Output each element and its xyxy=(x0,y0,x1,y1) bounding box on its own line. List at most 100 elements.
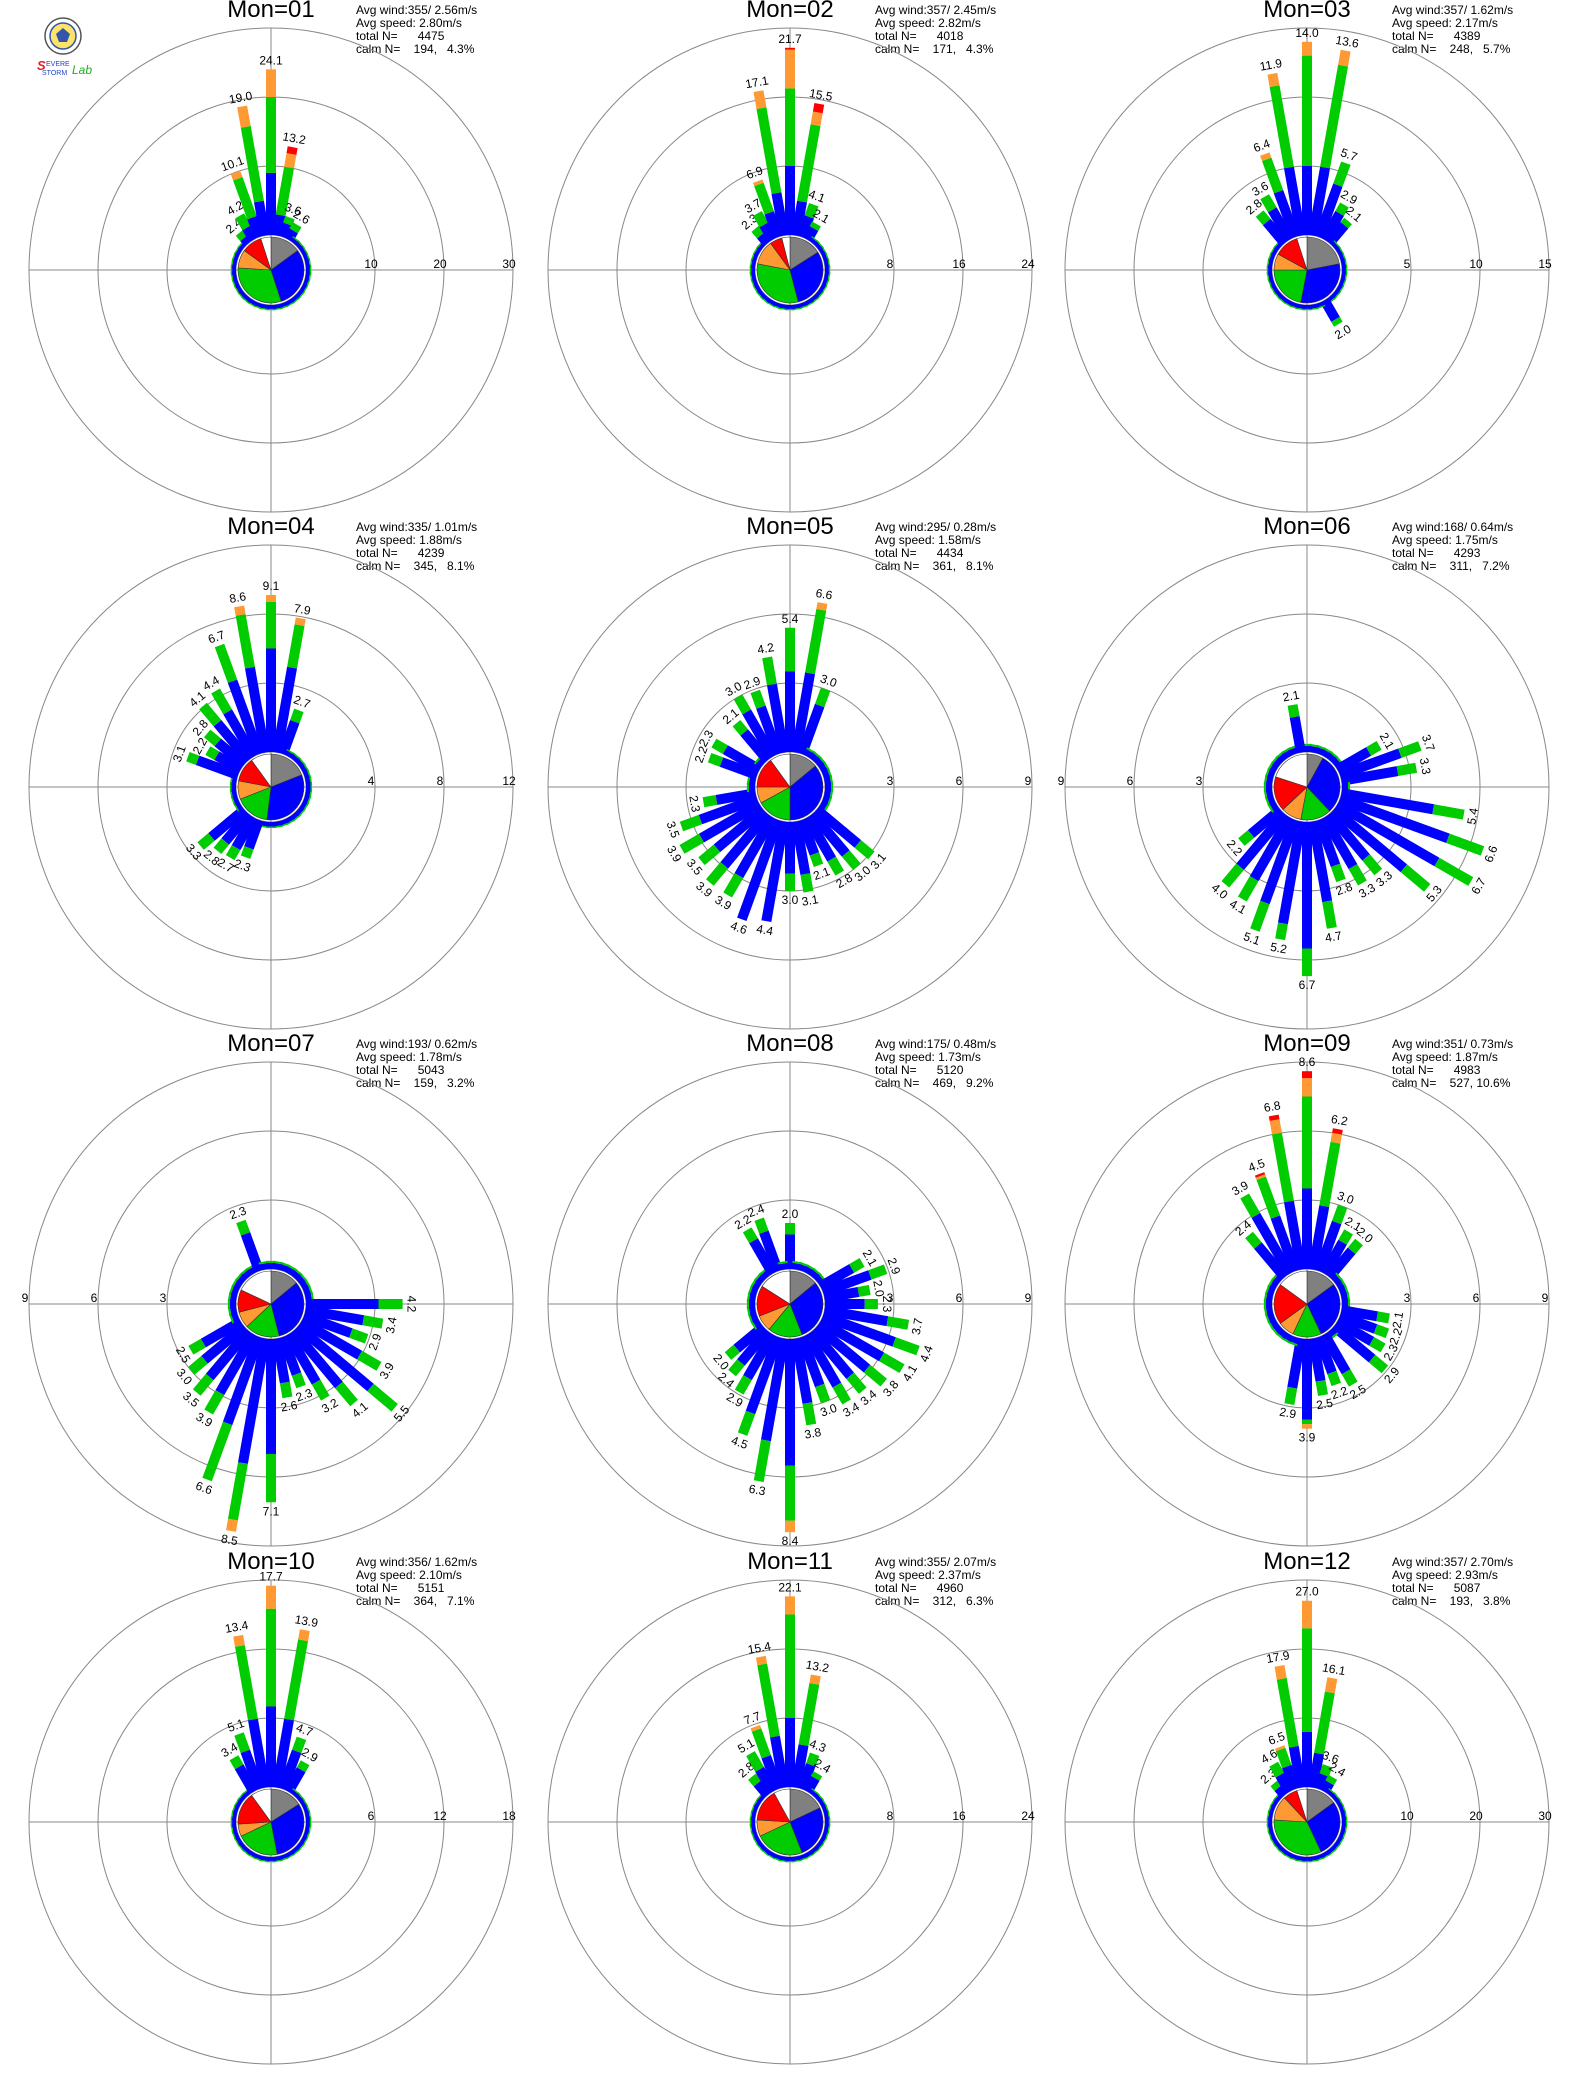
pie-slice-5 xyxy=(1296,1788,1308,1823)
bar-340-bin-3 xyxy=(230,170,243,181)
bar-80-bin-2 xyxy=(1396,762,1418,776)
bar-label-0: 2.0 xyxy=(782,1207,799,1221)
wind-rose-chart: 3 6 92.02.1 2.92.02.33.74.44.13.83.43.43.03… xyxy=(547,1061,1033,1548)
bar-70-bin-1 xyxy=(1338,748,1402,780)
wind-rose-panel: Mon=10 Avg wind:356/ 1.62m/s Avg speed: 2.… xyxy=(11,1548,531,2082)
stat-avg-wind: Avg wind:355/ 2.07m/s xyxy=(875,1555,997,1569)
bar-10-bin-3 xyxy=(1330,1132,1342,1144)
bar-350-bin-3 xyxy=(233,1634,245,1647)
bar-320-bin-2 xyxy=(1245,1231,1262,1249)
bar-label-350: 17.9 xyxy=(1265,1648,1291,1666)
bar-label-160: 2.3 xyxy=(294,1386,315,1405)
stat-avg-wind: Avg wind:351/ 0.73m/s xyxy=(1392,1037,1514,1051)
bar-160-bin-2 xyxy=(1327,1370,1341,1387)
ring-label: 20 xyxy=(433,257,447,271)
pie-slice-5 xyxy=(761,1270,791,1305)
pie-slice-2 xyxy=(1273,1819,1322,1856)
pie-slice-1 xyxy=(789,1807,824,1854)
bar-330-bin-2 xyxy=(1240,1193,1261,1218)
bar-label-0: 14.0 xyxy=(1295,26,1319,40)
bar-110-bin-2 xyxy=(1446,833,1485,856)
bar-350-bin-1 xyxy=(770,1735,789,1789)
wind-rose-panel: Mon=07 Avg wind:193/ 0.62m/s Avg speed: 1.… xyxy=(11,1030,531,1564)
panel-title: Mon=09 xyxy=(1263,1030,1351,1057)
bar-220-bin-1 xyxy=(1236,810,1289,870)
bar-350-bin-2 xyxy=(1272,1132,1294,1203)
bar-330-bin-2 xyxy=(733,694,751,715)
wind-stats: Avg wind:355/ 2.07m/s Avg speed: 2.37m/s t… xyxy=(875,1556,1045,1608)
stat-total-n: total N= 4475 xyxy=(356,29,445,43)
panel-title: Mon=02 xyxy=(746,0,834,23)
bar-label-100: 3.7 xyxy=(909,1317,926,1336)
bar-label-180: 8.4 xyxy=(782,1534,799,1548)
bar-340-bin-2 xyxy=(750,689,766,709)
bar-80-bin-1 xyxy=(823,1287,860,1303)
bar-0-bin-1 xyxy=(785,1234,795,1269)
bar-label-0: 17.7 xyxy=(259,1570,283,1584)
ring-3 xyxy=(547,1061,1033,1547)
pie-slice-1 xyxy=(789,251,824,303)
bar-200-bin-1 xyxy=(244,818,264,850)
bar-150-bin-2 xyxy=(832,1382,851,1405)
bar-180-bin-1 xyxy=(266,1339,276,1454)
bar-350-bin-2 xyxy=(240,125,264,203)
pie-slice-5 xyxy=(770,753,791,788)
panel-title: Mon=07 xyxy=(227,1030,315,1057)
ring-label: 16 xyxy=(952,1809,966,1823)
bar-210-bin-1 xyxy=(231,814,258,851)
bar-10-bin-4 xyxy=(1332,1128,1343,1135)
bar-20-bin-2 xyxy=(806,1752,820,1767)
bar-30-bin-2 xyxy=(1325,1774,1338,1786)
bar-350-bin-3 xyxy=(1269,1119,1282,1135)
bar-200-bin-2 xyxy=(240,846,254,859)
bar-190-bin-1 xyxy=(761,820,789,922)
bar-10-bin-2 xyxy=(797,124,821,203)
bar-120-bin-2 xyxy=(357,1350,382,1371)
panel-title: Mon=01 xyxy=(227,0,315,23)
pie-slice-0 xyxy=(270,753,303,788)
bar-320-bin-1 xyxy=(1254,1242,1289,1281)
pie-slice-1 xyxy=(1300,263,1341,304)
bar-150-bin-1 xyxy=(284,1331,321,1385)
ring-3 xyxy=(1064,27,1550,513)
stat-avg-speed: Avg speed: 1.73m/s xyxy=(875,1050,981,1064)
bar-0-bin-2 xyxy=(1302,1096,1312,1189)
bar-350-bin-2 xyxy=(1269,85,1294,169)
ring-label: 3 xyxy=(887,774,894,788)
bar-10-bin-3 xyxy=(816,602,828,611)
bar-340-bin-2 xyxy=(754,182,774,215)
bar-220-bin-2 xyxy=(213,838,229,854)
bar-230-bin-2 xyxy=(724,1344,740,1360)
bar-230-bin-2 xyxy=(698,844,721,866)
bar-350-bin-3 xyxy=(753,90,767,109)
wind-rose-panel: Mon=03 Avg wind:357/ 1.62m/s Avg speed: 2.… xyxy=(1047,0,1567,530)
bar-90-bin-2 xyxy=(378,1299,403,1309)
bar-70-bin-2 xyxy=(1398,741,1422,758)
bar-240-bin-2 xyxy=(679,833,704,854)
bar-330-bin-2 xyxy=(1269,1761,1285,1778)
bar-label-350: 13.4 xyxy=(224,1618,250,1636)
ring-label: 6 xyxy=(956,774,963,788)
bar-label-110: 6.6 xyxy=(1482,843,1501,864)
bar-210-bin-2 xyxy=(723,873,744,898)
bar-0-bin-3 xyxy=(266,69,276,97)
svg-text:EVERE: EVERE xyxy=(46,61,70,68)
pie-slice-2 xyxy=(237,267,282,304)
bar-label-10: 15.5 xyxy=(808,86,834,104)
bar-350-bin-3 xyxy=(755,1655,768,1666)
bar-110-bin-2 xyxy=(1373,1324,1390,1338)
pie-slice-5 xyxy=(1275,753,1308,788)
bar-350-bin-2 xyxy=(756,107,782,194)
bar-30-bin-2 xyxy=(296,1760,310,1773)
bar-label-170: 2.5 xyxy=(1315,1396,1334,1413)
bar-label-70: 2.9 xyxy=(885,1256,904,1277)
ring-label: 8 xyxy=(437,774,444,788)
bar-20-bin-1 xyxy=(1314,183,1343,239)
bar-90-bin-1 xyxy=(825,1299,865,1309)
bar-110-bin-1 xyxy=(821,1311,896,1347)
bar-200-bin-2 xyxy=(1250,900,1270,932)
bar-80-bin-2 xyxy=(857,1285,871,1297)
bar-160-bin-1 xyxy=(1314,1335,1337,1375)
